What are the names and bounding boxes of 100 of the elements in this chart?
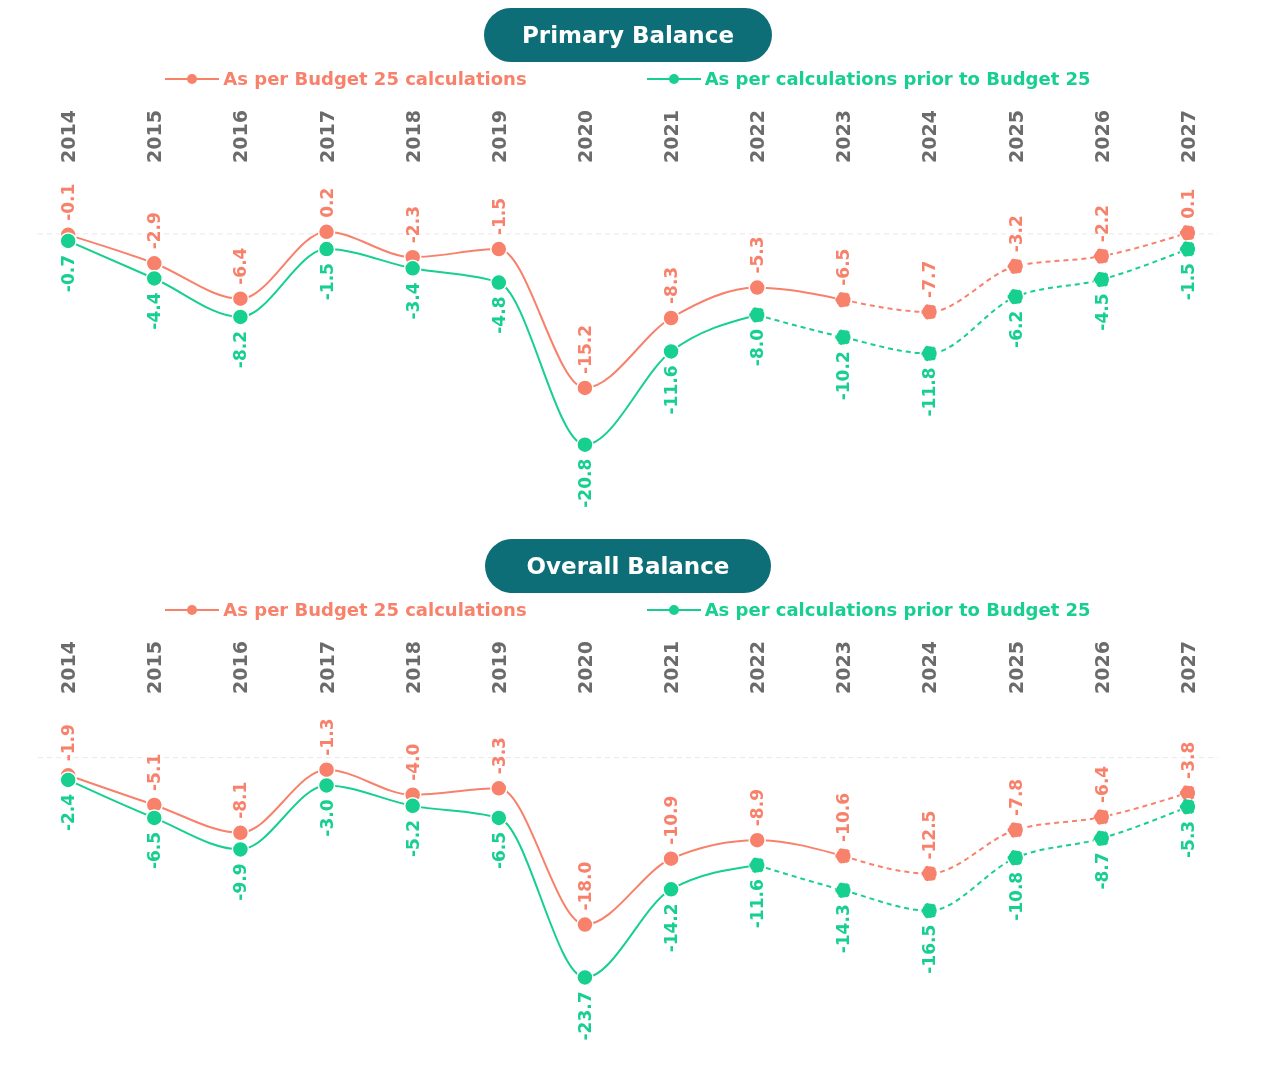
x-tick-label: 2021 — [660, 110, 683, 163]
x-tick-label: 2018 — [401, 641, 424, 694]
data-label: -6.2 — [1005, 310, 1026, 348]
point — [231, 289, 250, 308]
data-label: -3.8 — [1177, 741, 1198, 779]
point — [662, 342, 680, 361]
x-tick-label: 2017 — [315, 641, 338, 694]
point — [490, 779, 508, 797]
x-tick-label: 2016 — [229, 110, 252, 163]
data-label: -2.2 — [1091, 204, 1112, 243]
point — [490, 273, 508, 292]
point — [748, 278, 766, 297]
legend-label: As per Budget 25 calculations — [223, 599, 527, 620]
point — [1092, 270, 1111, 289]
data-label: -6.4 — [230, 247, 251, 285]
x-tick-label: 2027 — [1176, 641, 1199, 694]
x-tick-label: 2014 — [57, 641, 80, 694]
point — [1179, 798, 1197, 816]
x-tick-label: 2022 — [746, 110, 769, 163]
point — [1179, 784, 1197, 802]
x-tick-label: 2018 — [401, 110, 424, 163]
point — [834, 328, 853, 347]
point — [662, 849, 680, 868]
point — [920, 344, 939, 363]
x-tick-label: 2023 — [832, 110, 855, 163]
point — [920, 303, 939, 321]
data-label: -20.8 — [574, 458, 595, 508]
data-label: 0.2 — [316, 187, 337, 218]
data-label: -11.6 — [747, 879, 768, 929]
data-label: -5.2 — [402, 819, 423, 858]
point — [490, 240, 508, 258]
data-label: -4.5 — [1091, 293, 1112, 331]
x-tick-label: 2019 — [487, 110, 510, 163]
data-label: -0.1 — [58, 183, 79, 221]
data-label: -11.8 — [919, 367, 940, 417]
point — [59, 232, 77, 250]
point — [662, 880, 680, 899]
data-label: -5.3 — [1177, 820, 1198, 858]
x-tick-label: 2024 — [918, 110, 941, 163]
legend-label: As per calculations prior to Budget 25 — [704, 599, 1091, 620]
point — [1006, 821, 1025, 839]
data-label: -8.1 — [230, 781, 251, 819]
data-label: -10.9 — [661, 795, 682, 845]
x-tick-label: 2022 — [746, 641, 769, 694]
x-tick-label: 2026 — [1090, 110, 1113, 163]
data-label: -2.3 — [402, 206, 423, 244]
point — [576, 915, 594, 934]
point — [1179, 224, 1197, 242]
point — [1006, 257, 1025, 276]
data-label: -3.2 — [1005, 215, 1026, 253]
point — [920, 864, 939, 883]
point — [1092, 247, 1111, 265]
data-label: -10.2 — [833, 351, 854, 401]
point — [317, 240, 336, 258]
data-label: -4.8 — [488, 296, 509, 334]
point — [662, 309, 680, 327]
data-label: -4.4 — [144, 292, 165, 330]
data-label: -2.4 — [58, 793, 79, 832]
point — [748, 831, 766, 849]
point — [834, 881, 853, 900]
data-label: -8.2 — [230, 330, 251, 369]
point — [576, 379, 594, 397]
data-label: -14.3 — [833, 904, 854, 954]
point — [231, 824, 250, 842]
x-tick-label: 2021 — [660, 641, 683, 694]
point — [231, 308, 250, 326]
chart-title: Primary Balance — [484, 8, 772, 62]
data-label: -1.3 — [316, 718, 337, 756]
point — [1006, 287, 1025, 306]
data-label: -14.2 — [661, 903, 682, 953]
data-label: -6.4 — [1091, 765, 1112, 803]
data-label: -8.0 — [747, 328, 768, 367]
point — [145, 269, 164, 288]
x-tick-label: 2027 — [1176, 110, 1199, 163]
point — [576, 968, 594, 987]
point — [1006, 849, 1025, 867]
point — [59, 771, 77, 789]
data-label: -2.9 — [144, 212, 165, 250]
legend-label: As per calculations prior to Budget 25 — [704, 68, 1091, 89]
data-label: -11.6 — [661, 365, 682, 415]
data-label: -10.6 — [833, 792, 854, 842]
data-label: 0.1 — [1177, 188, 1198, 219]
data-label: -6.5 — [144, 831, 165, 870]
point — [1179, 240, 1197, 258]
data-label: -8.7 — [1091, 852, 1112, 890]
point — [490, 809, 508, 827]
data-label: -23.7 — [574, 991, 595, 1041]
data-label: -8.9 — [747, 789, 768, 827]
x-tick-label: 2015 — [143, 641, 166, 694]
data-label: -10.8 — [1005, 871, 1026, 921]
x-tick-label: 2024 — [918, 641, 941, 694]
data-label: -1.5 — [488, 197, 509, 236]
point — [920, 901, 939, 920]
data-label: -8.3 — [661, 266, 682, 304]
data-label: -1.5 — [316, 263, 337, 301]
point — [403, 797, 422, 815]
data-label: -9.9 — [230, 863, 251, 901]
point — [1092, 808, 1111, 826]
point — [317, 760, 336, 779]
data-label: -18.0 — [574, 861, 595, 911]
